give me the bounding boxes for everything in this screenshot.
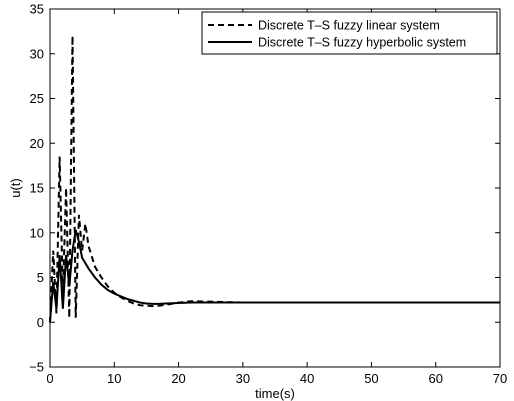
x-tick-label: 10 (107, 371, 121, 386)
legend-box (201, 11, 498, 55)
x-tick-label: 70 (493, 371, 507, 386)
y-tick-label: 20 (30, 136, 44, 151)
y-tick-label: −5 (29, 360, 44, 375)
x-tick-label: 60 (428, 371, 442, 386)
legend: Discrete T–S fuzzy linear system Discret… (201, 11, 498, 55)
y-tick-label: 15 (30, 181, 44, 196)
x-tick-label: 0 (46, 371, 53, 386)
y-tick-label: 10 (30, 225, 44, 240)
x-axis-label: time(s) (255, 386, 295, 401)
x-tick-label: 50 (364, 371, 378, 386)
y-axis-label: u(t) (8, 178, 23, 198)
line-series-hyperbolic (49, 229, 500, 323)
line-series-linear (49, 35, 500, 323)
x-tick-label: 40 (300, 371, 314, 386)
y-tick-label: 25 (30, 91, 44, 106)
y-tick-label: 0 (37, 315, 44, 330)
legend-label-hyperbolic: Discrete T–S fuzzy hyperbolic system (258, 36, 466, 50)
y-tick-label: 35 (30, 2, 44, 17)
x-tick-label: 20 (171, 371, 185, 386)
legend-label-linear: Discrete T–S fuzzy linear system (258, 19, 440, 33)
y-tick-label: 30 (30, 46, 44, 61)
x-tick-label: 30 (236, 371, 250, 386)
y-tick-label: 5 (37, 270, 44, 285)
plot-area (49, 35, 500, 323)
